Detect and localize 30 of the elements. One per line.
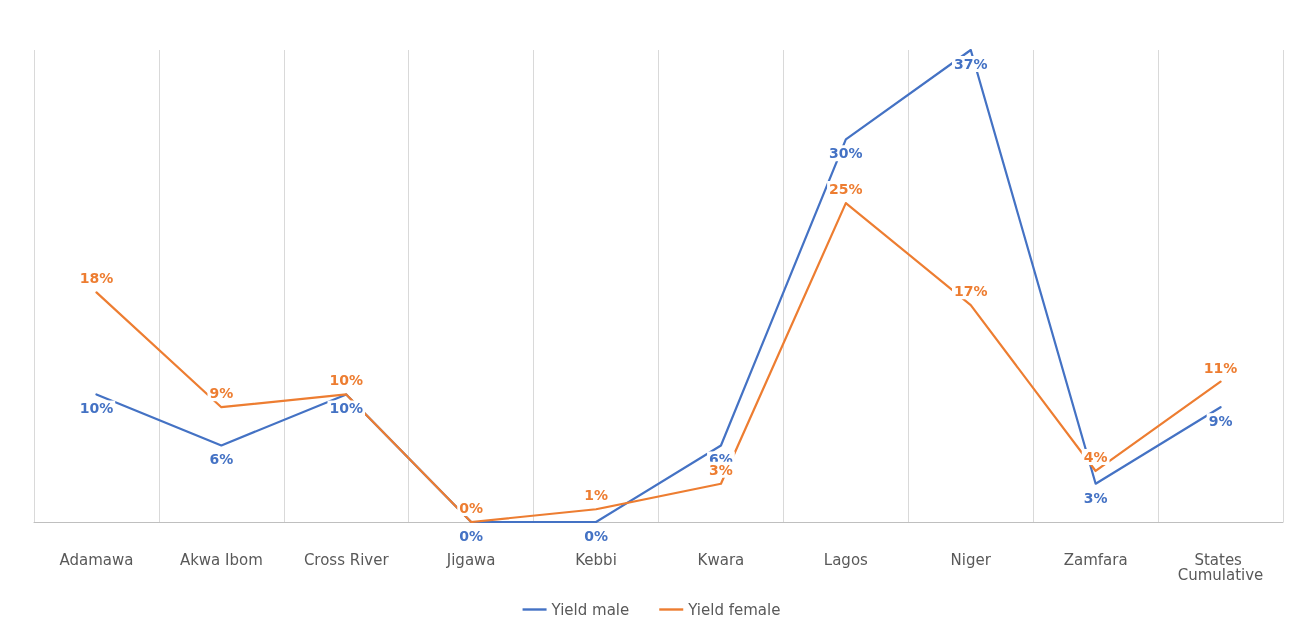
x-tick-label: Cross River (303, 550, 390, 569)
x-tick-label: Adamawa (59, 550, 134, 569)
data-label: 9% (1208, 413, 1233, 430)
data-label: 1% (584, 487, 608, 504)
x-tick-label: States Cumulative (1177, 550, 1264, 584)
data-label: 17% (953, 283, 988, 300)
data-label: 37% (953, 56, 988, 72)
x-tick-label: Niger (950, 550, 992, 569)
x-tick-label: Akwa Ibom (179, 550, 263, 569)
data-label: 25% (829, 181, 863, 198)
data-label: 11% (1203, 359, 1238, 376)
x-tick-label: Kebbi (575, 550, 617, 569)
data-label: 0% (459, 500, 484, 516)
data-label: 10% (79, 400, 114, 417)
x-tick-label: Kwara (697, 550, 745, 569)
data-label: 10% (329, 400, 364, 417)
x-tick-label: Lagos (823, 550, 869, 569)
data-label: 18% (79, 270, 114, 287)
x-tick-label: Zamfara (1063, 550, 1128, 569)
data-label: 10% (329, 372, 364, 389)
data-label: 0% (584, 528, 608, 544)
data-label: 0% (459, 528, 484, 544)
data-label: 3% (1083, 489, 1108, 506)
x-tick-label: Jigawa (445, 550, 496, 569)
data-label: 4% (1083, 448, 1108, 465)
legend-label: Yield male (550, 600, 630, 619)
data-label: 6% (209, 451, 234, 468)
data-label: 30% (829, 145, 863, 162)
legend-label: Yield female (687, 600, 781, 619)
data-label: 9% (209, 385, 234, 402)
